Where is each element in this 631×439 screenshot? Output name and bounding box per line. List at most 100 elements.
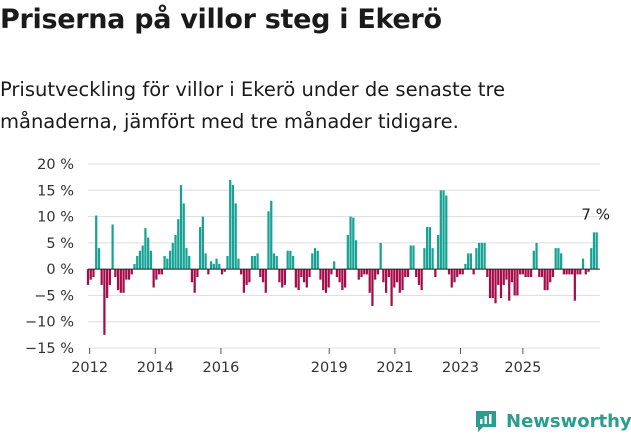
bar — [250, 256, 254, 270]
bar — [89, 269, 92, 280]
x-tick-label: 2014 — [137, 360, 174, 376]
bar — [393, 269, 396, 288]
bar — [209, 261, 213, 270]
chart-title: Priserna på villor steg i Ekerö — [0, 4, 442, 35]
bar — [486, 269, 489, 278]
bar — [491, 269, 494, 299]
bar — [261, 269, 265, 283]
value-annotation: 7 % — [581, 205, 610, 223]
bar — [245, 269, 248, 285]
bar — [297, 269, 300, 291]
bar — [499, 269, 503, 299]
bar — [442, 190, 445, 270]
y-tick-label: 5 % — [46, 236, 74, 252]
bar — [549, 269, 552, 283]
bar — [240, 269, 243, 275]
bar — [272, 253, 276, 270]
bar — [573, 269, 576, 301]
bar — [508, 269, 511, 301]
bar — [177, 219, 180, 270]
bar — [220, 269, 224, 275]
newsworthy-brand: Newsworthy — [474, 406, 631, 436]
bar — [335, 269, 339, 278]
bar — [242, 269, 246, 293]
y-axis: 20 % 15 % 10 % 5 % 0 % −5 % −10 % −15 % — [25, 157, 74, 357]
bar — [458, 269, 462, 275]
bar — [229, 179, 232, 270]
bar — [108, 269, 111, 285]
bar — [196, 269, 199, 278]
bar — [510, 269, 514, 283]
bar — [193, 269, 196, 293]
bar — [540, 269, 544, 278]
bar — [431, 248, 434, 270]
bar — [308, 269, 311, 278]
bar — [409, 245, 412, 270]
bar — [461, 269, 464, 275]
bar — [365, 269, 369, 275]
bar — [188, 256, 191, 270]
bar — [116, 269, 120, 291]
bar — [420, 269, 423, 291]
bar — [532, 250, 535, 270]
bar — [166, 258, 169, 270]
bar — [447, 269, 451, 275]
bar — [395, 269, 399, 283]
y-tick-label: −10 % — [25, 315, 74, 331]
bar — [283, 269, 287, 285]
bar — [119, 269, 122, 293]
bar — [292, 256, 295, 270]
bar — [138, 250, 142, 270]
bar — [560, 253, 563, 270]
x-tick-label: 2019 — [311, 360, 348, 376]
bar — [141, 245, 144, 270]
bar — [106, 269, 109, 299]
y-tick-label: 15 % — [37, 183, 74, 199]
bar — [234, 203, 237, 270]
bar — [439, 190, 442, 270]
annotations: 7 % — [581, 205, 610, 223]
bar — [294, 269, 297, 288]
bar — [286, 250, 289, 270]
gridlines — [88, 163, 600, 349]
bar — [387, 269, 390, 278]
bar — [543, 269, 546, 291]
bar — [502, 269, 505, 285]
y-tick-label: −5 % — [34, 288, 74, 304]
y-tick-label: 10 % — [37, 210, 74, 226]
bar — [333, 261, 336, 270]
newsworthy-logo-icon — [476, 411, 496, 432]
bar — [311, 253, 314, 270]
bar — [174, 234, 177, 270]
bar — [330, 269, 333, 275]
bar — [127, 269, 131, 280]
bar — [581, 258, 585, 270]
bar — [483, 242, 486, 270]
bar — [360, 269, 363, 278]
bar — [313, 248, 317, 270]
bar — [114, 269, 117, 278]
x-tick-label: 2016 — [202, 360, 239, 376]
y-tick-label: 20 % — [37, 157, 74, 173]
bar — [354, 240, 358, 270]
bar — [562, 269, 566, 275]
bar — [171, 242, 174, 270]
bar — [270, 200, 273, 270]
bar — [436, 234, 440, 270]
bar — [579, 269, 582, 275]
bar — [450, 269, 453, 288]
bar — [100, 269, 103, 285]
bar — [587, 269, 590, 272]
bar — [316, 250, 319, 270]
bar — [201, 216, 204, 270]
bar — [327, 269, 330, 288]
bar — [111, 224, 114, 270]
bar — [160, 269, 163, 275]
bar — [592, 232, 596, 270]
bar — [278, 269, 281, 283]
bar — [595, 232, 598, 270]
bar — [568, 269, 571, 275]
y-tick-label: 0 % — [46, 262, 74, 278]
bar — [428, 227, 431, 270]
bar — [185, 248, 188, 270]
